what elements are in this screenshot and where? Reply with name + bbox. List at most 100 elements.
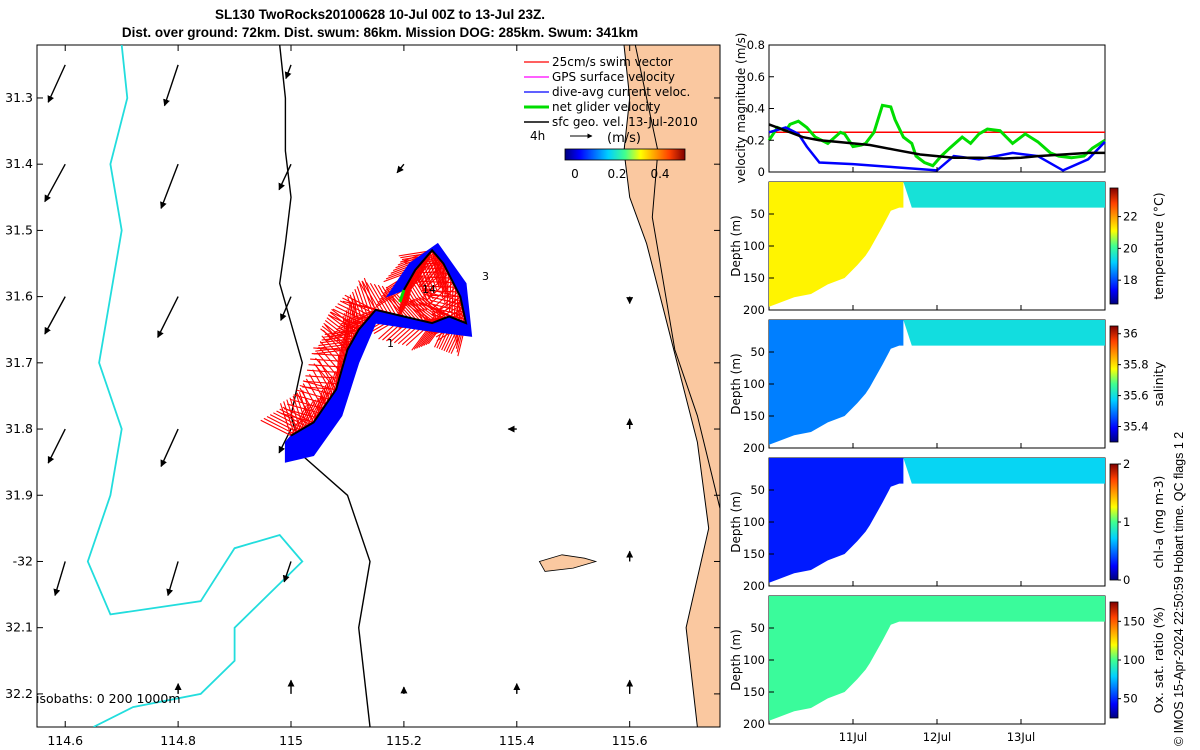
chart-title: SL130 TwoRocks20100628 10-Jul 00Z to 13-…: [215, 7, 545, 22]
x-tick-label: 115.6: [612, 733, 648, 748]
y-tick-label: 31.9: [5, 487, 33, 502]
swim-vector-mark: [432, 291, 459, 316]
surface-velocity-arrow: [166, 561, 179, 597]
swim-vector-mark: [402, 278, 411, 312]
ts-y-tick-label: 0.6: [747, 70, 765, 84]
section-y-tick-label: 200: [743, 717, 765, 731]
swim-vector-mark: [365, 282, 385, 312]
ts-y-tick-label: 0: [758, 165, 765, 179]
legend-item-net-velocity: net glider velocity: [524, 100, 660, 114]
section-data-region: [903, 458, 1105, 484]
colorbar-tick-label: 2: [1123, 457, 1130, 471]
surface-velocity-arrow: [163, 64, 179, 107]
swim-vector-mark: [328, 326, 362, 339]
swim-vector-mark: [305, 375, 340, 379]
section-y-axis-label: Depth (m): [729, 491, 743, 552]
swim-vector-mark: [310, 358, 345, 363]
surface-velocity-arrow: [44, 296, 66, 335]
colorbar-tick-label: 35.4: [1123, 420, 1149, 434]
x-tick-label: 115.2: [386, 733, 422, 748]
swim-vector-mark: [419, 263, 433, 297]
colorbar-label: temperature (°C): [1151, 192, 1166, 299]
swim-vector-mark: [280, 412, 314, 423]
track-label-1: 1: [387, 337, 394, 350]
swim-vector-mark: [269, 414, 301, 431]
swim-vector-mark: [331, 308, 359, 331]
swim-vector-mark: [369, 283, 389, 313]
surface-velocity-arrow: [284, 64, 292, 80]
time-x-tick-label: 12Jul: [923, 730, 952, 744]
swim-vector-mark: [429, 252, 443, 286]
colorbar-tick-0.4: 0.4: [650, 167, 669, 181]
swim-vector-mark: [403, 275, 413, 309]
swim-vector-mark: [306, 369, 341, 374]
swim-vector-mark: [417, 250, 433, 282]
colorbar-tick-label: 35.8: [1123, 358, 1149, 372]
section-y-tick-label: 150: [743, 271, 765, 285]
y-tick-label: 32.1: [5, 620, 33, 635]
x-tick-label: 114.8: [160, 733, 196, 748]
section-y-tick-label: 50: [750, 345, 765, 359]
section-data-region: [903, 320, 1105, 346]
swim-vector-mark: [426, 255, 440, 288]
swim-vector-mark: [362, 281, 381, 312]
section-y-tick-label: 50: [750, 207, 765, 221]
colorbar-tick-label: 36: [1123, 327, 1138, 341]
legend-item-current: dive-avg current veloc.: [524, 85, 690, 99]
surface-velocity-arrow: [396, 163, 405, 174]
legend-label: sfc geo. vel. 13-Jul-2010: [552, 115, 698, 129]
section-colorbar: [1109, 601, 1119, 719]
swim-vector-mark: [320, 328, 348, 351]
swim-vector-mark: [453, 287, 457, 322]
legend-label: dive-avg current veloc.: [552, 85, 690, 99]
section-data-region: [769, 182, 904, 307]
section-y-tick-label: 150: [743, 685, 765, 699]
swim-vector-mark: [312, 369, 330, 400]
section-y-tick-label: 100: [743, 653, 765, 667]
swim-vector-mark: [321, 335, 356, 341]
surface-velocity-arrow: [44, 163, 66, 203]
swim-vector-mark: [434, 254, 442, 288]
swim-vector-mark: [323, 332, 358, 338]
swim-vector-mark: [346, 309, 376, 328]
swim-vector-mark: [318, 340, 353, 347]
swim-vector-mark: [293, 394, 327, 405]
swim-vector-mark: [299, 387, 318, 419]
ts-y-tick-label: 0.8: [747, 38, 765, 52]
colorbar-label: chl-a (mg m-3): [1151, 476, 1166, 569]
swim-vector-mark: [324, 329, 359, 336]
y-tick-label: 32.2: [5, 686, 33, 701]
isobath-1000m-line: [86, 45, 304, 727]
section-colorbar: [1109, 325, 1119, 443]
y-tick-label: 31.5: [5, 222, 33, 237]
swim-vector-mark: [406, 283, 426, 314]
track-label-3: 3: [482, 270, 489, 283]
island-polygon: [538, 554, 598, 572]
colorbar-tick-label: 18: [1123, 273, 1138, 287]
swim-vector-mark: [439, 259, 447, 294]
swim-vector-mark: [403, 289, 423, 319]
swim-vector-mark: [290, 398, 324, 410]
swim-vector-mark: [287, 403, 321, 414]
surface-velocity-arrow: [282, 561, 292, 583]
ts-y-axis-label: velocity magnitude (m/s): [734, 33, 748, 184]
isobath-200m-line: [278, 45, 371, 727]
swim-vector-mark: [338, 315, 371, 328]
section-y-tick-label: 50: [750, 483, 765, 497]
time-x-tick-label: 13Jul: [1007, 730, 1036, 744]
y-tick-label: 31.4: [5, 156, 33, 171]
surface-velocity-arrow: [278, 428, 292, 454]
map-legend: 25cm/s swim vector GPS surface velocity …: [524, 55, 698, 181]
colorbar-tick-0.2: 0.2: [607, 167, 626, 181]
colorbar-tick-label: 100: [1123, 653, 1145, 667]
swim-vector-mark: [434, 296, 461, 321]
swim-vector-mark: [296, 389, 330, 400]
y-tick-label: -32: [13, 553, 33, 568]
swim-vector-mark: [448, 278, 452, 313]
swim-vector-mark: [405, 272, 415, 307]
swim-vector-mark: [431, 250, 445, 283]
swim-vector-mark: [316, 352, 340, 379]
time-x-tick-label: 11Jul: [839, 730, 868, 744]
track-label-14: 14: [422, 283, 436, 296]
colorbar-tick-0: 0: [571, 167, 579, 181]
